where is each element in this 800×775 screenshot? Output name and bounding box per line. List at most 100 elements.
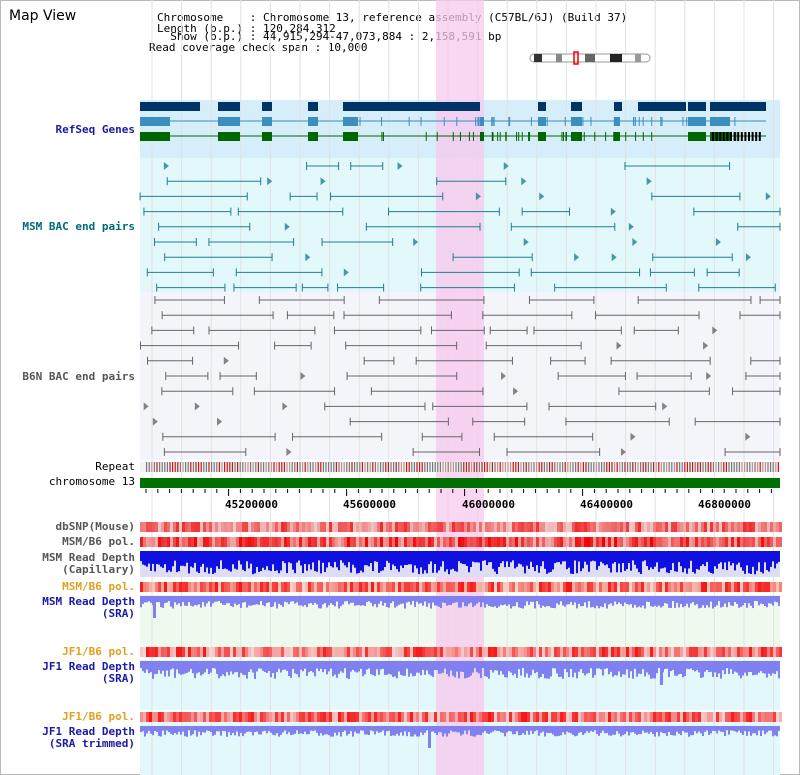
- heat-cell: [521, 712, 524, 722]
- heat-cell: [755, 582, 758, 592]
- repeat-mark: [218, 462, 220, 472]
- heat-cell: [269, 647, 272, 657]
- depth-bar: [228, 726, 230, 733]
- heat-cell: [587, 522, 590, 532]
- depth-bar: [618, 551, 620, 564]
- heat-cell: [254, 522, 257, 532]
- depth-bar: [692, 551, 694, 572]
- depth-bar: [218, 661, 220, 679]
- heat-cell: [617, 712, 620, 722]
- depth-bar: [544, 596, 546, 608]
- heat-cell: [368, 582, 371, 592]
- depth-bar: [538, 661, 540, 679]
- heat-cell: [704, 522, 707, 532]
- heat-cell: [173, 582, 176, 592]
- heat-cell: [590, 522, 593, 532]
- depth-bar: [708, 726, 710, 735]
- depth-bar: [272, 551, 274, 565]
- depth-bar: [318, 661, 320, 672]
- depth-bar: [244, 726, 246, 734]
- heat-cell: [374, 537, 377, 547]
- heat-cell: [764, 712, 767, 722]
- label-jf1-pol-1[interactable]: JF1/B6 pol.: [62, 645, 135, 658]
- depth-bar: [328, 596, 330, 606]
- heat-cell: [209, 712, 212, 722]
- depth-bar: [572, 596, 574, 606]
- heat-cell: [692, 537, 695, 547]
- depth-bar: [652, 726, 654, 735]
- gene-block: [538, 102, 546, 111]
- heat-cell: [476, 582, 479, 592]
- depth-bar: [688, 551, 690, 569]
- depth-bar: [528, 551, 530, 569]
- repeat-mark: [655, 462, 657, 472]
- depth-bar: [680, 726, 682, 736]
- heat-cell: [170, 647, 173, 657]
- label-msm-pol-1[interactable]: MSM/B6 pol.: [62, 535, 135, 548]
- depth-bar: [144, 726, 146, 737]
- heat-cell: [485, 582, 488, 592]
- depth-bar: [502, 551, 504, 562]
- depth-bar: [464, 551, 466, 565]
- depth-bar: [370, 661, 372, 675]
- label-b6n-bac[interactable]: B6N BAC end pairs: [22, 370, 135, 383]
- depth-bar: [476, 726, 478, 735]
- depth-bar: [698, 551, 700, 570]
- depth-bar: [148, 661, 150, 674]
- depth-bar: [572, 661, 574, 678]
- heat-cell: [704, 647, 707, 657]
- depth-bar: [740, 726, 742, 733]
- heat-cell: [401, 647, 404, 657]
- depth-bar: [382, 661, 384, 669]
- heat-cell: [701, 582, 704, 592]
- depth-bar: [392, 551, 394, 565]
- heat-cell: [542, 712, 545, 722]
- label-jf1-depth-trimmed[interactable]: JF1 Read Depth (SRA trimmed): [42, 725, 135, 750]
- depth-bar: [198, 596, 200, 605]
- depth-bar: [196, 596, 198, 606]
- depth-bar: [770, 661, 772, 676]
- chromosome-ideogram[interactable]: [529, 51, 651, 65]
- heat-cell: [464, 647, 467, 657]
- bac-end-marker: [305, 253, 311, 262]
- label-msm-depth-capillary[interactable]: MSM Read Depth (Capillary): [42, 551, 135, 576]
- repeat-mark: [273, 462, 275, 472]
- label-msm-pol-2[interactable]: MSM/B6 pol.: [62, 580, 135, 593]
- heat-cell: [224, 537, 227, 547]
- heat-cell: [530, 522, 533, 532]
- label-jf1-depth-sra[interactable]: JF1 Read Depth (SRA): [42, 660, 135, 685]
- depth-bar: [416, 726, 418, 737]
- label-jf1-pol-2[interactable]: JF1/B6 pol.: [62, 710, 135, 723]
- heat-cell: [647, 712, 650, 722]
- depth-bar: [656, 661, 658, 674]
- heat-cell: [290, 712, 293, 722]
- heat-cell: [755, 647, 758, 657]
- depth-bar: [316, 661, 318, 669]
- depth-bar: [258, 551, 260, 572]
- depth-bar: [690, 726, 692, 736]
- depth-bar: [758, 726, 760, 731]
- depth-bar: [142, 726, 144, 732]
- heat-cell: [329, 647, 332, 657]
- label-refseq-genes[interactable]: RefSeq Genes: [55, 123, 135, 136]
- repeat-mark: [523, 462, 525, 472]
- depth-bar: [364, 596, 366, 607]
- bac-end-marker: [765, 192, 771, 201]
- depth-bar: [714, 726, 716, 731]
- label-chromosome[interactable]: chromosome 13: [48, 475, 135, 488]
- heat-cell: [731, 522, 734, 532]
- label-msm-depth-sra[interactable]: MSM Read Depth (SRA): [42, 595, 135, 620]
- depth-bar: [558, 551, 560, 562]
- label-repeat[interactable]: Repeat: [95, 460, 135, 473]
- label-dbsnp[interactable]: dbSNP(Mouse): [55, 520, 135, 533]
- heat-cell: [662, 582, 665, 592]
- repeat-mark: [738, 462, 740, 472]
- heat-cell: [677, 582, 680, 592]
- heat-cell: [383, 647, 386, 657]
- heat-cell: [359, 712, 362, 722]
- depth-bar: [460, 661, 462, 672]
- heat-cell: [587, 582, 590, 592]
- label-msm-bac[interactable]: MSM BAC end pairs: [22, 220, 135, 233]
- repeat-mark: [432, 462, 434, 472]
